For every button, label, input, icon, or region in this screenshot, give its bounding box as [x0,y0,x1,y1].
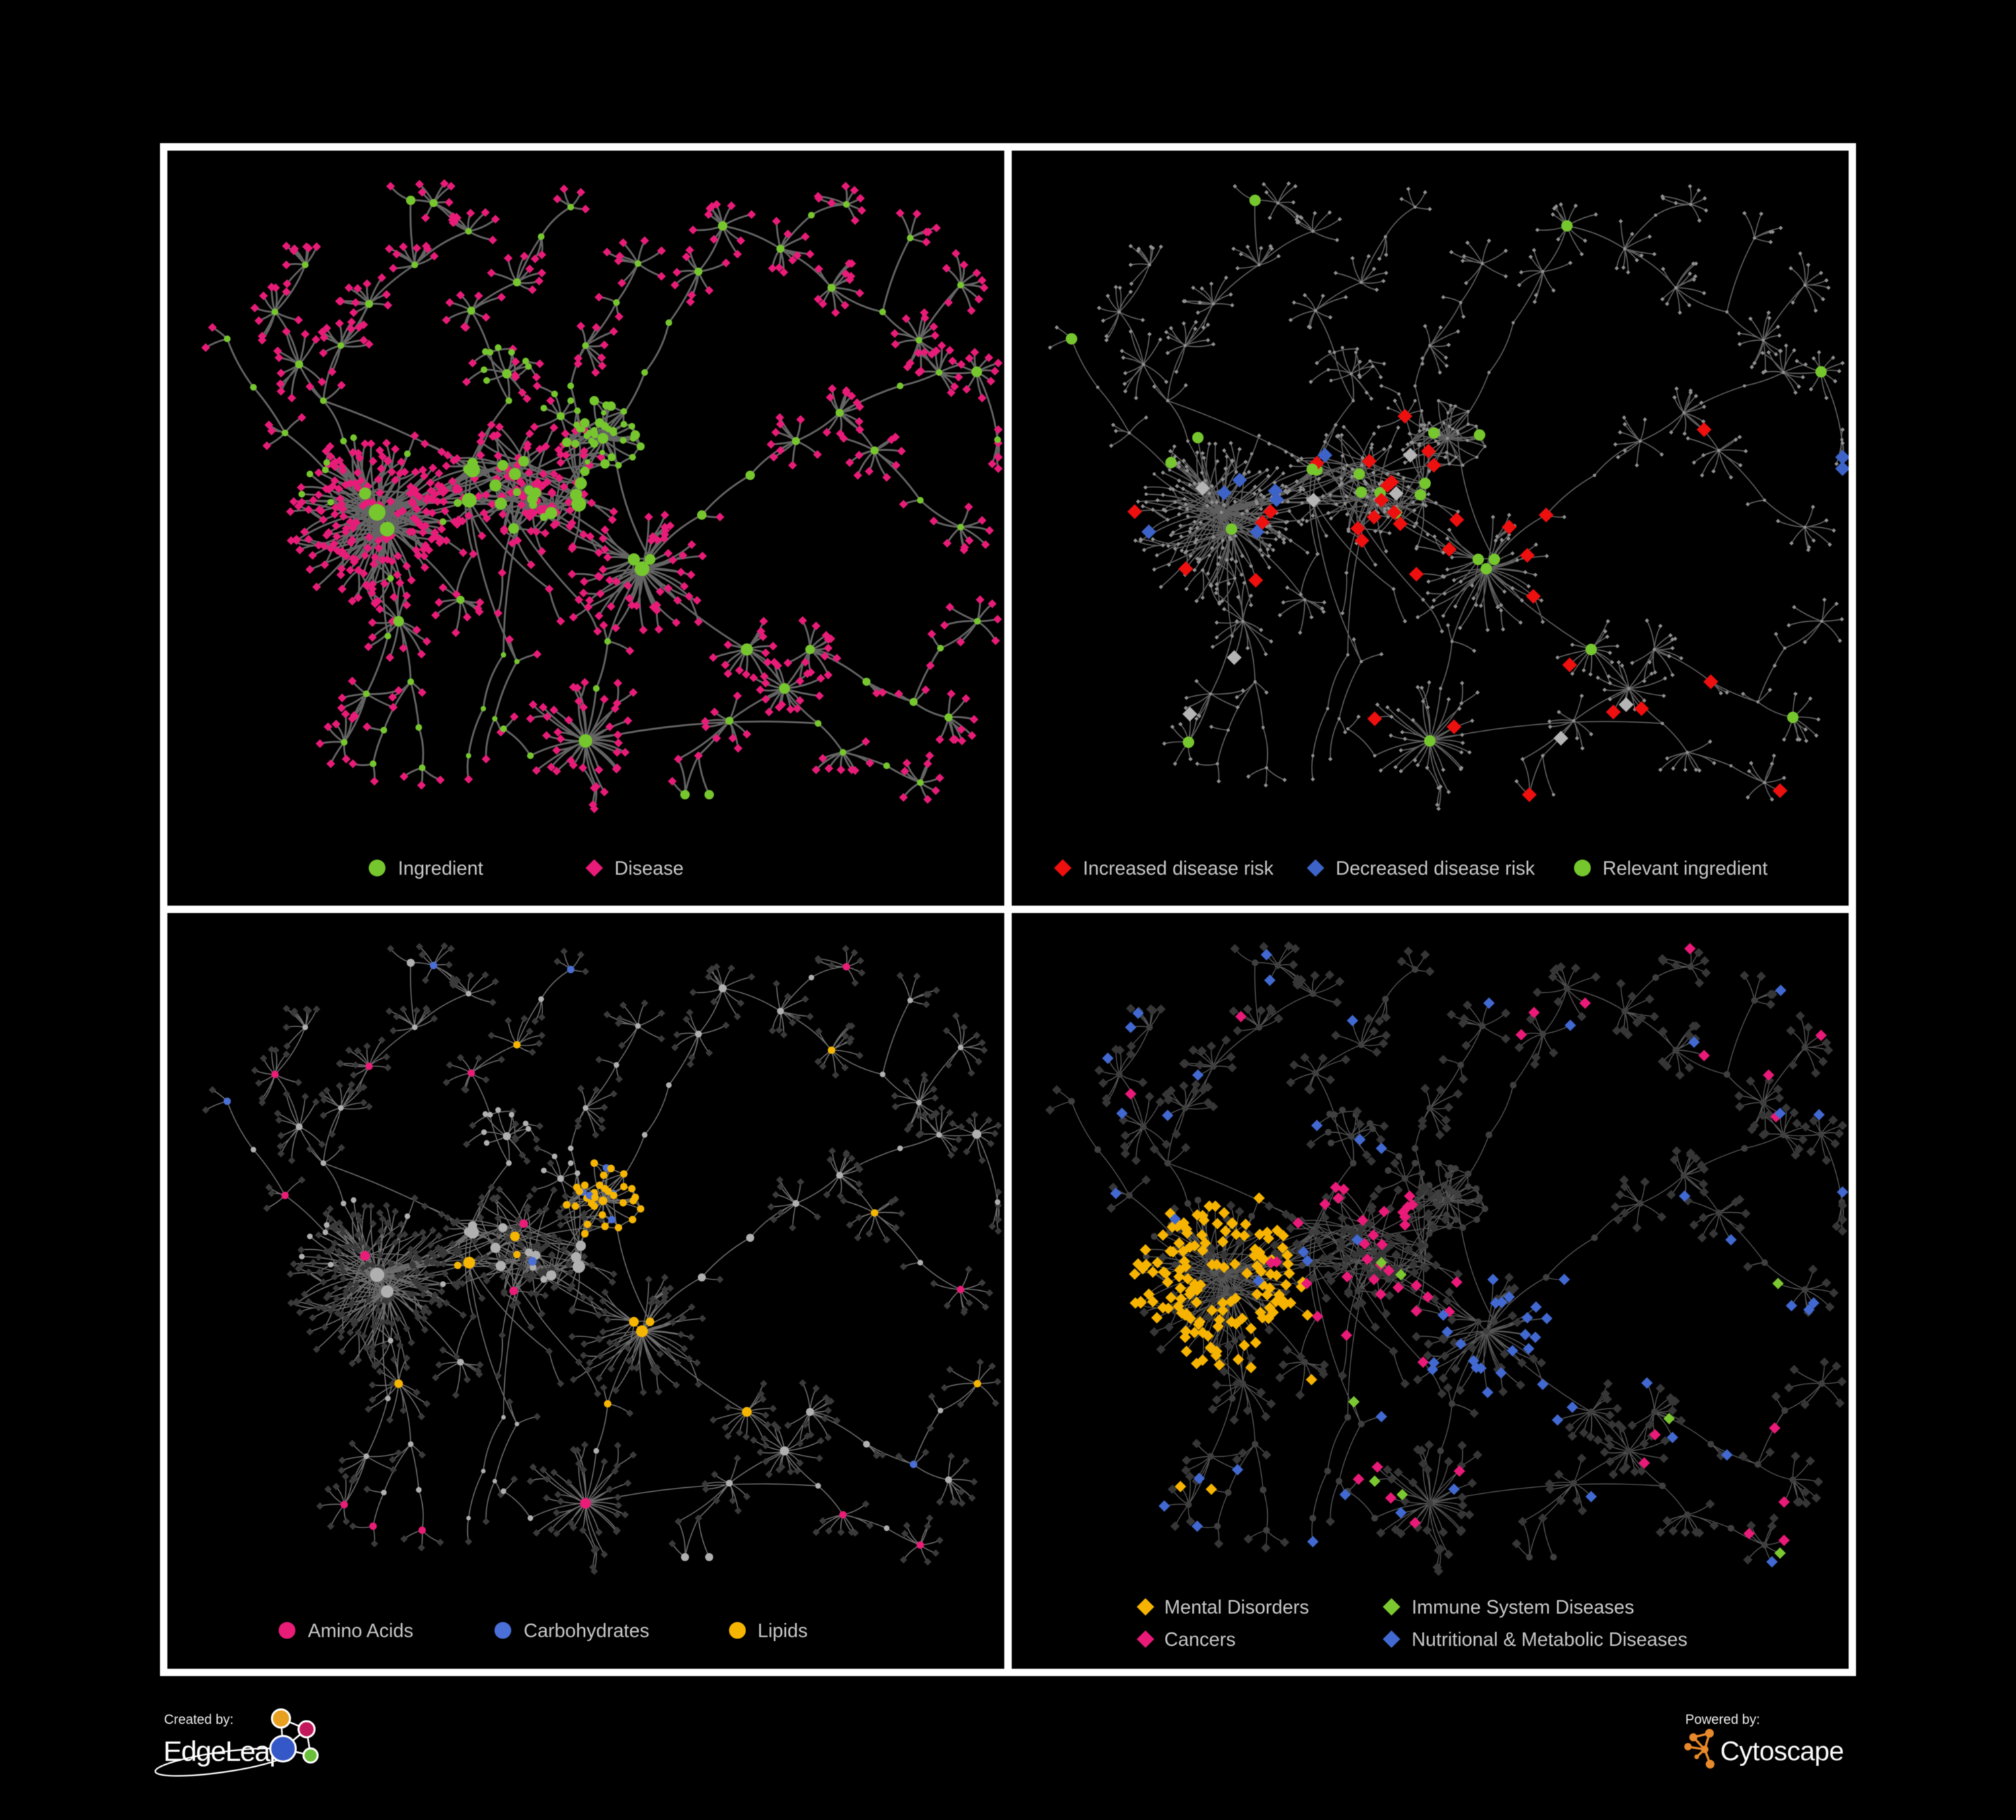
svg-text:Amino Acids: Amino Acids [308,1620,413,1642]
svg-text:Disease: Disease [614,858,684,879]
svg-text:Relevant ingredient: Relevant ingredient [1603,858,1768,879]
svg-text:Mental Disorders: Mental Disorders [1164,1597,1309,1618]
svg-text:Lipids: Lipids [758,1620,807,1642]
svg-text:Nutritional & Metabolic Diseas: Nutritional & Metabolic Diseases [1412,1629,1687,1651]
svg-text:Created by:: Created by: [164,1712,233,1727]
svg-text:Carbohydrates: Carbohydrates [524,1620,649,1642]
svg-text:Cancers: Cancers [1164,1629,1236,1651]
svg-text:Ingredient: Ingredient [398,858,483,879]
svg-text:Powered by:: Powered by: [1685,1712,1760,1727]
svg-text:Cytoscape: Cytoscape [1720,1737,1844,1766]
svg-text:Increased disease risk: Increased disease risk [1083,858,1274,879]
svg-text:Immune System Diseases: Immune System Diseases [1412,1597,1634,1618]
svg-text:Decreased disease risk: Decreased disease risk [1336,858,1535,879]
